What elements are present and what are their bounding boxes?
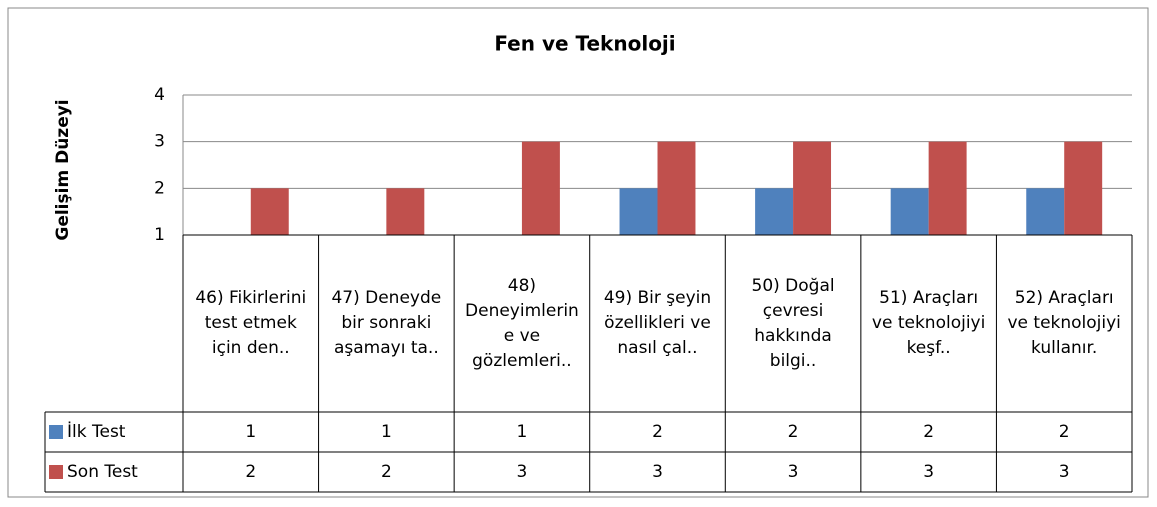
bar [386, 188, 425, 235]
x-tick-label: 50) Doğal çevresi hakkında bilgi.. [751, 275, 835, 371]
bar [521, 141, 560, 235]
x-tick-label: 51) Araçları ve teknolojiyi keşf.. [871, 288, 986, 358]
x-tick-label: 48) Deneyimlerine ve gözlemleri.. [465, 275, 579, 371]
y-tick-label: 1 [154, 225, 165, 245]
bar [793, 141, 832, 235]
legend-label: İlk Test [67, 421, 126, 442]
table-value: 3 [517, 462, 528, 482]
table-value: 3 [652, 462, 663, 482]
table-value: 2 [381, 462, 392, 482]
table-value: 2 [788, 422, 799, 442]
bar [657, 141, 696, 235]
table-value: 2 [245, 462, 256, 482]
table-value: 2 [1059, 422, 1070, 442]
bar [755, 188, 794, 235]
legend-key [49, 425, 63, 439]
table-value: 1 [517, 422, 528, 442]
table-value: 1 [381, 422, 392, 442]
y-tick-label: 3 [154, 132, 165, 152]
table-value: 2 [652, 422, 663, 442]
table-value: 2 [923, 422, 934, 442]
x-tick-label: 52) Araçları ve teknolojiyi kullanır. [1007, 288, 1121, 358]
bar [250, 188, 289, 235]
legend-label: Son Test [67, 462, 138, 482]
bar [1026, 188, 1065, 235]
y-tick-label: 2 [154, 178, 165, 198]
x-tick-label: 46) Fikirlerini test etmek için den.. [195, 288, 307, 358]
chart-border [7, 7, 1149, 498]
y-axis-label: Gelişim Düzeyi [53, 99, 73, 240]
bar [1064, 141, 1103, 235]
table-value: 3 [788, 462, 799, 482]
x-tick-label: 47) Deneyde bir sonraki aşamayı ta.. [331, 288, 442, 358]
bar [928, 141, 967, 235]
bar [619, 188, 658, 235]
table-value: 3 [923, 462, 934, 482]
table-value: 1 [245, 422, 256, 442]
table-value: 3 [1059, 462, 1070, 482]
y-tick-label: 4 [154, 85, 165, 105]
legend-key [49, 465, 63, 479]
chart-title: Fen ve Teknoloji [494, 32, 675, 56]
bar [890, 188, 929, 235]
x-tick-label: 49) Bir şeyin özellikleri ve nasıl çal.. [603, 288, 712, 358]
